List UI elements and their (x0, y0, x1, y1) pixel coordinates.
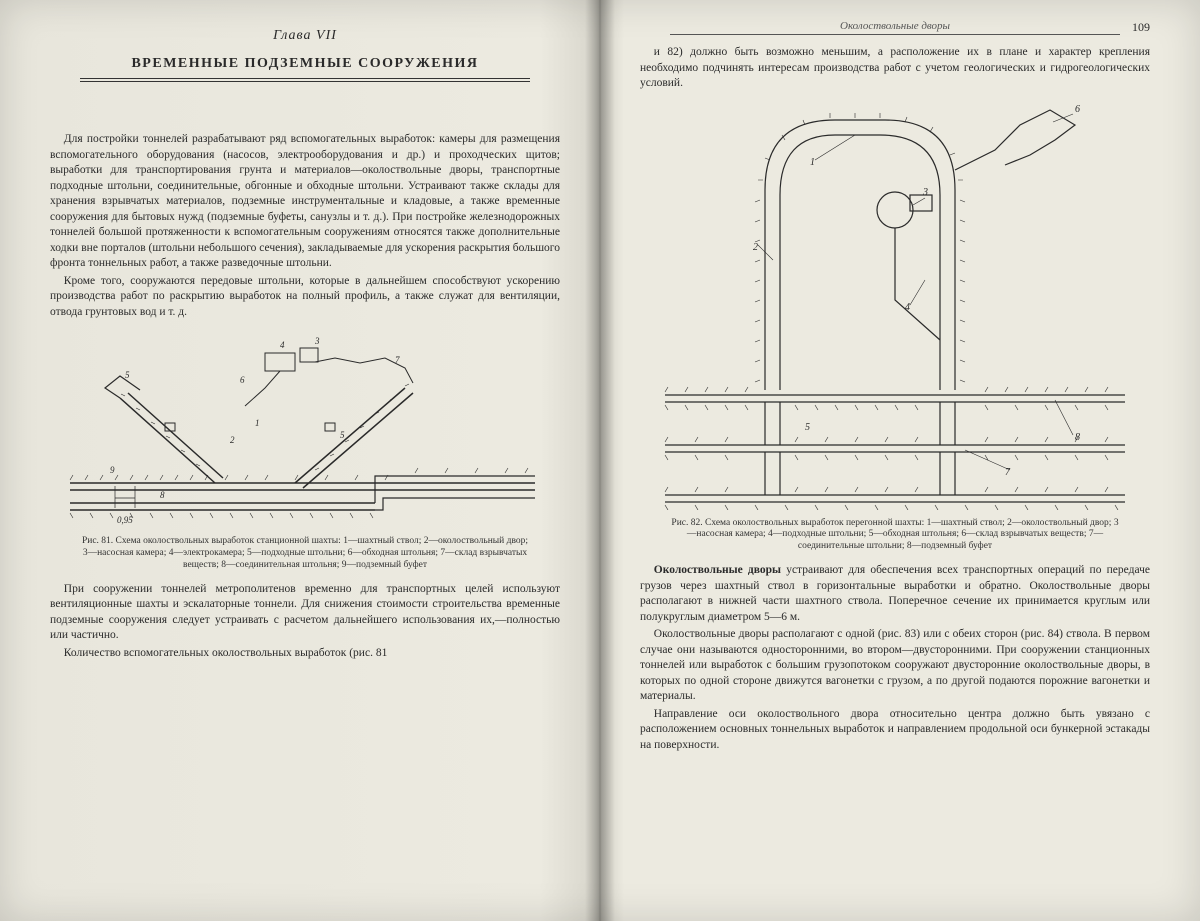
left-para-4: Количество вспомогательных околоствольны… (50, 646, 560, 662)
fig81-label-1: 1 (255, 418, 260, 428)
right-para-3: Околоствольные дворы располагают с одной… (640, 627, 1150, 705)
fig82-label-2: 2 (753, 242, 758, 253)
right-para-4: Направление оси околоствольного двора от… (640, 707, 1150, 754)
fig82-label-5: 5 (805, 422, 810, 433)
figure-82: 1 2 3 4 5 6 7 8 (640, 100, 1150, 510)
running-head: Околоствольные дворы (640, 20, 1150, 32)
figure-82-svg: 1 2 3 4 5 6 7 8 (655, 100, 1135, 510)
fig81-label-3: 3 (314, 336, 320, 346)
book-spread: Глава VII ВРЕМЕННЫЕ ПОДЗЕМНЫЕ СООРУЖЕНИЯ… (0, 0, 1200, 921)
page-number: 109 (1132, 20, 1150, 35)
chapter-title: ВРЕМЕННЫЕ ПОДЗЕМНЫЕ СООРУЖЕНИЯ (50, 56, 560, 72)
fig81-label-5b: 5 (340, 430, 345, 440)
fig82-label-8: 8 (1075, 432, 1080, 443)
fig81-label-8: 8 (160, 490, 165, 500)
fig82-label-1: 1 (810, 157, 815, 168)
left-para-1: Для постройки тоннелей разрабатывают ряд… (50, 132, 560, 272)
chapter-label: Глава VII (50, 28, 560, 44)
figure-81-caption: Рис. 81. Схема околоствольных выработок … (80, 536, 530, 572)
fig82-label-6: 6 (1075, 104, 1080, 115)
fig81-label-5a: 5 (125, 370, 130, 380)
fig81-label-7: 7 (395, 355, 400, 365)
fig81-label-9: 9 (110, 465, 115, 475)
right-para-1: и 82) должно быть возможно меньшим, а ра… (640, 45, 1150, 92)
head-rule (670, 34, 1120, 35)
figure-81: 4 3 7 6 5 1 2 5 9 8 0,95 (50, 328, 560, 528)
para2-lead: Околоствольные дворы (654, 564, 781, 576)
fig82-label-3: 3 (922, 187, 928, 198)
right-page: Околоствольные дворы 109 и 82) должно бы… (600, 0, 1200, 921)
title-rule (80, 78, 530, 82)
right-para-2: Околоствольные дворы устраивают для обес… (640, 563, 1150, 625)
fig81-label-4: 4 (280, 340, 285, 350)
fig81-label-6: 6 (240, 375, 245, 385)
left-para-2: Кроме того, сооружаются передовые штольн… (50, 274, 560, 321)
fig81-dim: 0,95 (117, 515, 133, 525)
fig81-label-2: 2 (230, 435, 235, 445)
figure-82-caption: Рис. 82. Схема околоствольных выработок … (670, 518, 1120, 554)
left-para-3: При сооружении тоннелей метрополитенов в… (50, 582, 560, 644)
fig82-label-7: 7 (1005, 467, 1011, 478)
figure-81-svg: 4 3 7 6 5 1 2 5 9 8 0,95 (65, 328, 545, 528)
fig82-label-4: 4 (905, 302, 910, 313)
left-page: Глава VII ВРЕМЕННЫЕ ПОДЗЕМНЫЕ СООРУЖЕНИЯ… (0, 0, 600, 921)
